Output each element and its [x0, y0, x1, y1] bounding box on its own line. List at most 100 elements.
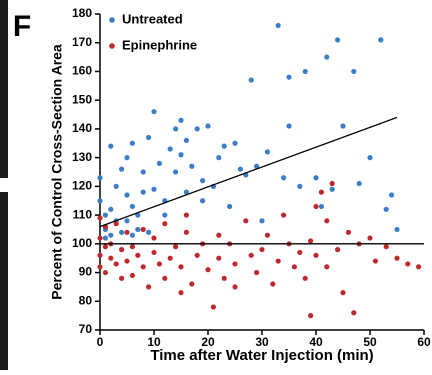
point [97, 264, 102, 269]
x-tick-label: 20 [201, 335, 215, 349]
point [335, 37, 340, 42]
point [157, 261, 162, 266]
point [108, 233, 113, 238]
point [222, 144, 227, 149]
point [97, 198, 102, 203]
point [205, 267, 210, 272]
point [232, 141, 237, 146]
point [281, 212, 286, 217]
point [141, 169, 146, 174]
point [103, 244, 108, 249]
point [308, 238, 313, 243]
point [373, 258, 378, 263]
legend-label: Untreated [122, 11, 183, 26]
point [195, 126, 200, 131]
point [249, 77, 254, 82]
point [205, 123, 210, 128]
point [211, 304, 216, 309]
point [173, 169, 178, 174]
point [151, 235, 156, 240]
point [351, 69, 356, 74]
x-axis-label: Time after Water Injection (min) [150, 347, 373, 364]
point [281, 175, 286, 180]
point [303, 69, 308, 74]
point [308, 313, 313, 318]
y-tick-label: 160 [72, 64, 92, 78]
point [189, 281, 194, 286]
point [151, 109, 156, 114]
point [130, 233, 135, 238]
point [178, 264, 183, 269]
y-tick-label: 70 [79, 322, 93, 336]
point [200, 198, 205, 203]
point [340, 290, 345, 295]
point [405, 261, 410, 266]
y-axis-label: Percent of Control Cross-Section Area [49, 44, 65, 300]
point [367, 235, 372, 240]
image-gap [0, 178, 8, 192]
point [313, 175, 318, 180]
point [146, 230, 151, 235]
point [168, 146, 173, 151]
point [394, 256, 399, 261]
point [124, 218, 129, 223]
point [103, 212, 108, 217]
point [232, 261, 237, 266]
point [141, 264, 146, 269]
point [384, 244, 389, 249]
point [335, 247, 340, 252]
point [130, 273, 135, 278]
point [97, 215, 102, 220]
point [324, 218, 329, 223]
point [286, 123, 291, 128]
point [146, 135, 151, 140]
point [319, 204, 324, 209]
point [162, 276, 167, 281]
point [216, 233, 221, 238]
point [108, 144, 113, 149]
point [378, 37, 383, 42]
point [238, 167, 243, 172]
y-tick-label: 150 [72, 92, 92, 106]
point [346, 230, 351, 235]
point [195, 253, 200, 258]
point [254, 270, 259, 275]
point [178, 118, 183, 123]
point [265, 233, 270, 238]
y-tick-label: 170 [72, 35, 92, 49]
point [259, 247, 264, 252]
point [97, 253, 102, 258]
point [297, 184, 302, 189]
point [103, 235, 108, 240]
x-tick-label: 60 [417, 335, 431, 349]
point [178, 152, 183, 157]
point [108, 256, 113, 261]
point [119, 276, 124, 281]
point [184, 212, 189, 217]
point [184, 230, 189, 235]
point [330, 181, 335, 186]
point [162, 221, 167, 226]
point [189, 164, 194, 169]
chart: F Time after Water Injection (min) Perce… [0, 0, 432, 370]
point [119, 167, 124, 172]
point [114, 184, 119, 189]
legend-label: Epinephrine [122, 37, 197, 52]
point [313, 253, 318, 258]
y-tick-label: 180 [72, 6, 92, 20]
point [108, 207, 113, 212]
point [292, 264, 297, 269]
x-tick-label: 50 [363, 335, 377, 349]
point [178, 290, 183, 295]
point [114, 261, 119, 266]
x-tick-label: 10 [147, 335, 161, 349]
y-tick-label: 100 [72, 236, 92, 250]
legend-marker [109, 17, 115, 23]
point [157, 161, 162, 166]
point [222, 276, 227, 281]
y-tick-label: 90 [79, 265, 93, 279]
point [216, 155, 221, 160]
page: {"chart_data": { "type": "scatter", "pan… [0, 0, 432, 370]
y-tick-label: 130 [72, 150, 92, 164]
panel-label: F [13, 10, 31, 43]
